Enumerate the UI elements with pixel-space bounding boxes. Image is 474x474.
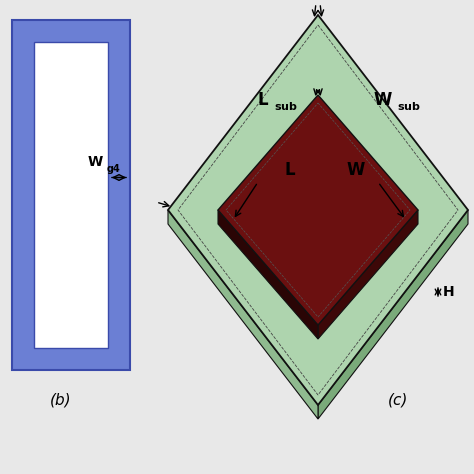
Text: $\mathbf{g4}$: $\mathbf{g4}$	[106, 162, 121, 175]
Polygon shape	[218, 210, 318, 339]
Polygon shape	[218, 95, 418, 325]
Text: $\mathbf{W}$: $\mathbf{W}$	[87, 155, 104, 168]
Text: (b): (b)	[50, 392, 72, 408]
Polygon shape	[168, 210, 318, 419]
Text: $\mathbf{W}$: $\mathbf{W}$	[346, 161, 366, 179]
Polygon shape	[318, 210, 468, 419]
Text: $\mathbf{L}$: $\mathbf{L}$	[257, 91, 269, 109]
Text: $\mathbf{sub}$: $\mathbf{sub}$	[397, 100, 421, 112]
Bar	[12, 20, 130, 370]
Text: $\mathbf{H}$: $\mathbf{H}$	[442, 285, 455, 299]
Bar	[34, 42, 108, 348]
Text: $\mathbf{L}$: $\mathbf{L}$	[284, 161, 296, 179]
Bar	[34, 42, 108, 348]
Polygon shape	[168, 15, 468, 405]
Text: $\mathbf{sub}$: $\mathbf{sub}$	[274, 100, 298, 112]
Text: (c): (c)	[388, 392, 408, 408]
Polygon shape	[318, 210, 418, 339]
Text: $\mathbf{W}$: $\mathbf{W}$	[373, 91, 393, 109]
